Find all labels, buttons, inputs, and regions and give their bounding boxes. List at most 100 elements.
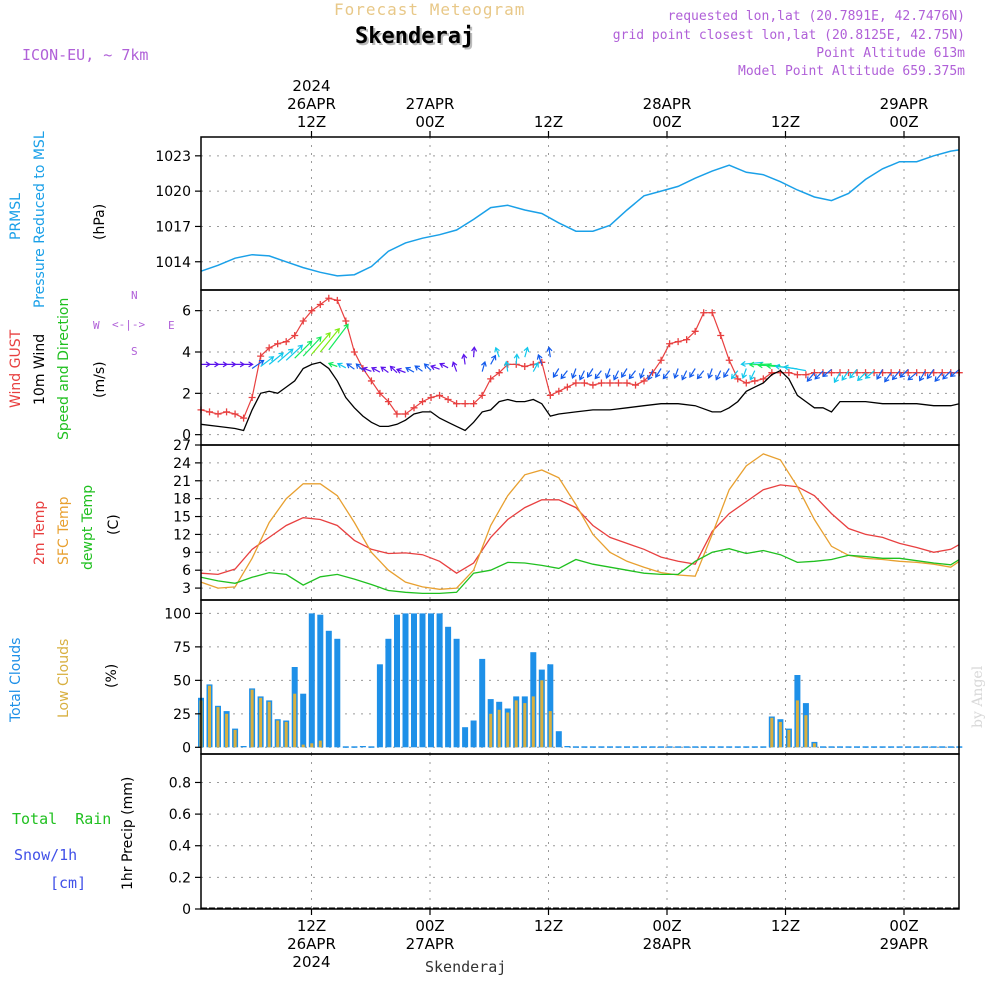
wind-arrow-56 <box>673 368 679 379</box>
total-cloud-bar-79 <box>871 746 878 748</box>
total-cloud-bar-61 <box>717 746 724 748</box>
gust-marker-69 <box>785 369 793 377</box>
gust-marker-22 <box>384 398 392 406</box>
low-cloud-bar-11 <box>293 693 297 748</box>
low-cloud-bar-36 <box>506 712 510 748</box>
wind-arrow-18 <box>346 363 355 370</box>
total-cloud-bar-77 <box>854 746 860 748</box>
wind-arrow-48 <box>605 368 611 379</box>
wind-arrow-6 <box>251 359 265 369</box>
low-cloud-bar-2 <box>216 707 220 748</box>
gust-marker-25 <box>410 404 418 412</box>
gust-marker-13 <box>308 307 316 315</box>
footer-location: Skenderaj <box>425 958 507 976</box>
low-cloud-bar-68 <box>778 721 782 748</box>
gust-marker-66 <box>759 375 767 383</box>
compass-arrow-h: <-|-> <box>112 318 146 331</box>
low-cloud-bar-38 <box>523 703 527 748</box>
gust-marker-3 <box>223 408 231 416</box>
gust-marker-6 <box>248 393 256 401</box>
wind-arrow-31 <box>461 353 468 365</box>
total-cloud-bar-14 <box>317 614 324 748</box>
gust-marker-21 <box>376 389 384 397</box>
wind-arrow-29 <box>439 362 449 369</box>
low-cloud-bar-8 <box>267 701 271 748</box>
wind-arrow-12 <box>302 336 322 357</box>
wind-arrow-76 <box>841 370 849 381</box>
total-cloud-bar-78 <box>862 746 869 748</box>
gust-marker-17 <box>342 317 350 325</box>
gust-marker-64 <box>742 379 750 387</box>
wind-arrow-65 <box>749 370 756 381</box>
wind-arrow-83 <box>899 368 909 378</box>
wind-arrow-27 <box>423 363 432 371</box>
gust-marker-81 <box>887 369 895 377</box>
gust-marker-74 <box>827 369 835 377</box>
wind-arrow-81 <box>884 372 892 383</box>
wind-arrow-22 <box>380 366 389 373</box>
gust-marker-11 <box>291 331 299 339</box>
ytick-label-1-3: 6 <box>182 304 191 320</box>
ytick-label-0-0: 1014 <box>155 255 191 271</box>
gust-marker-87 <box>938 369 946 377</box>
wind-arrow-28 <box>430 364 440 371</box>
wind-arrow-52 <box>639 368 645 379</box>
low-cloud-bar-1 <box>208 685 211 748</box>
gust-marker-14 <box>316 300 324 308</box>
gust-marker-40 <box>538 358 546 366</box>
wind-arrow-79 <box>864 370 875 379</box>
gust-marker-48 <box>606 379 614 387</box>
wind-arrow-5 <box>243 361 254 368</box>
gust-marker-29 <box>444 396 452 404</box>
requested-coords: requested lon,lat (20.7891E, 42.7476N) <box>667 9 965 24</box>
wind-arrow-9 <box>277 348 294 363</box>
gust-marker-31 <box>461 400 469 408</box>
top-axis-label-3-1: 28APR <box>643 95 692 113</box>
panel-frame-4 <box>200 753 960 910</box>
wind-arrow-80 <box>876 369 884 380</box>
wind-arrow-46 <box>587 368 594 378</box>
total-cloud-bar-56 <box>675 746 682 748</box>
total-cloud-bar-88 <box>947 746 954 748</box>
total-cloud-bar-25 <box>411 613 417 748</box>
bottom-axis-label-1-0: 00Z <box>415 917 444 935</box>
total-cloud-bar-63 <box>734 746 741 748</box>
wind-arrow-3 <box>226 361 237 368</box>
low-cloud-bar-67 <box>770 717 774 748</box>
compass-n: N <box>131 289 138 302</box>
total-cloud-bar-27 <box>428 613 434 748</box>
gust-marker-44 <box>572 379 580 387</box>
ytick-label-2-7: 24 <box>173 456 191 472</box>
total-cloud-bar-18 <box>351 746 358 748</box>
wind-arrow-60 <box>707 368 713 379</box>
top-axis-label-0-1: 26APR <box>287 95 336 113</box>
low-cloud-bar-12 <box>301 744 305 748</box>
wind-arrow-25 <box>405 366 415 373</box>
bottom-axis-label-4-0: 12Z <box>771 917 800 935</box>
panel-frame-2 <box>200 444 960 601</box>
ytick-label-4-2: 0.4 <box>169 839 191 855</box>
ytick-label-1-2: 4 <box>182 345 191 361</box>
gust-marker-76 <box>845 369 853 377</box>
wind-arrow-75 <box>833 372 841 384</box>
gust-marker-35 <box>495 369 503 377</box>
wind-arrow-23 <box>389 365 398 374</box>
wind-arrow-51 <box>628 370 636 380</box>
location-title: Skenderaj <box>355 24 475 49</box>
wind-arrow-49 <box>613 370 620 381</box>
total-cloud-bar-22 <box>385 638 392 748</box>
wind-arrow-21 <box>371 366 381 373</box>
total-cloud-bar-41 <box>547 664 554 748</box>
wind-arrow-35 <box>494 346 500 358</box>
wind-arrow-82 <box>891 370 901 381</box>
top-axis-label-4-2: 12Z <box>771 113 800 131</box>
total-cloud-bar-75 <box>837 746 843 748</box>
ytick-label-4-4: 0.8 <box>169 775 191 791</box>
ytick-label-3-3: 75 <box>173 640 191 656</box>
ytick-label-4-1: 0.2 <box>169 870 191 886</box>
wind-arrow-41 <box>546 346 553 358</box>
total-cloud-bar-5 <box>240 746 247 748</box>
wind-arrow-43 <box>560 370 568 380</box>
total-cloud-bar-32 <box>470 720 477 748</box>
gust-marker-72 <box>810 369 818 377</box>
